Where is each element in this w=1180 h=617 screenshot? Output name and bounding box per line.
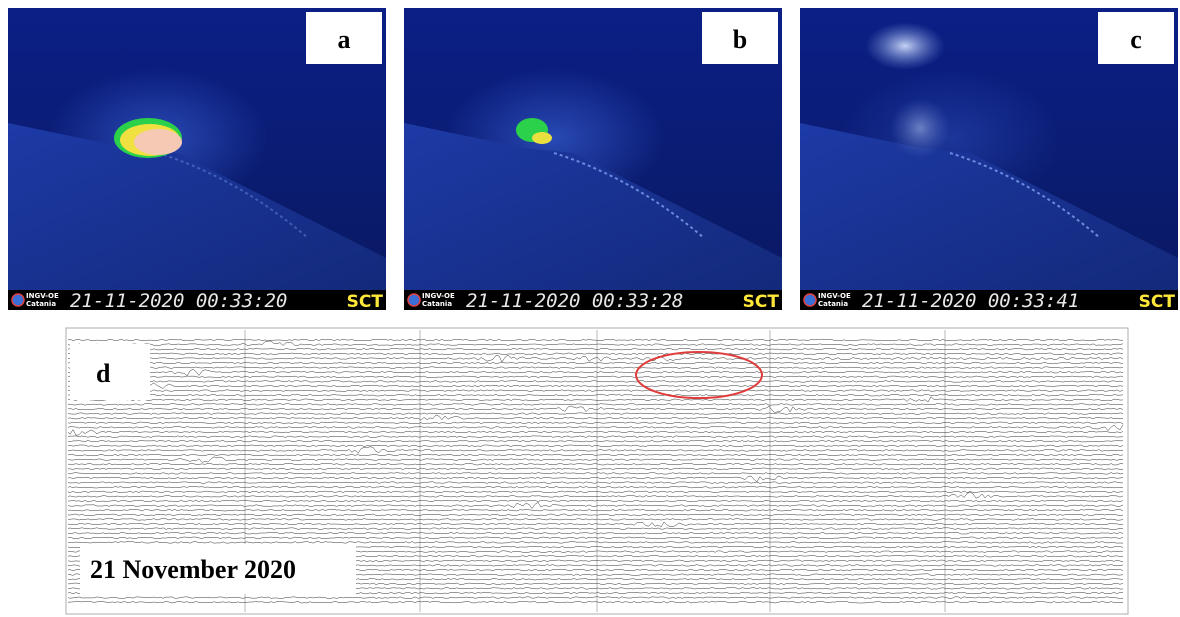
logo-icon bbox=[804, 294, 816, 306]
panel-label: a bbox=[338, 25, 351, 54]
logo-sub: Catania bbox=[818, 300, 848, 308]
plume bbox=[890, 98, 950, 158]
logo-icon bbox=[12, 294, 24, 306]
date-label: 21 November 2020 bbox=[90, 555, 296, 584]
hotspot bbox=[532, 132, 552, 144]
timestamp: 21-11-2020 00:33:28 bbox=[466, 290, 683, 312]
logo-text: INGV-OE bbox=[422, 292, 455, 300]
logo-text: INGV-OE bbox=[818, 292, 851, 300]
plume bbox=[865, 22, 945, 70]
logo-icon bbox=[408, 294, 420, 306]
figure: aINGV-OECatania21-11-2020 00:33:20SCTbIN… bbox=[0, 0, 1180, 617]
hotspot bbox=[134, 129, 182, 155]
logo-text: INGV-OE bbox=[26, 292, 59, 300]
station: SCT bbox=[743, 292, 780, 312]
station: SCT bbox=[1139, 292, 1176, 312]
timestamp: 21-11-2020 00:33:41 bbox=[862, 290, 1079, 312]
panel-label: d bbox=[96, 359, 111, 388]
seismogram: d 21 November 2020 bbox=[66, 328, 1128, 614]
panel-label: b bbox=[733, 25, 747, 54]
timestamp: 21-11-2020 00:33:20 bbox=[70, 290, 287, 312]
logo-sub: Catania bbox=[422, 300, 452, 308]
logo-sub: Catania bbox=[26, 300, 56, 308]
panel-label: c bbox=[1130, 25, 1142, 54]
station: SCT bbox=[347, 292, 384, 312]
